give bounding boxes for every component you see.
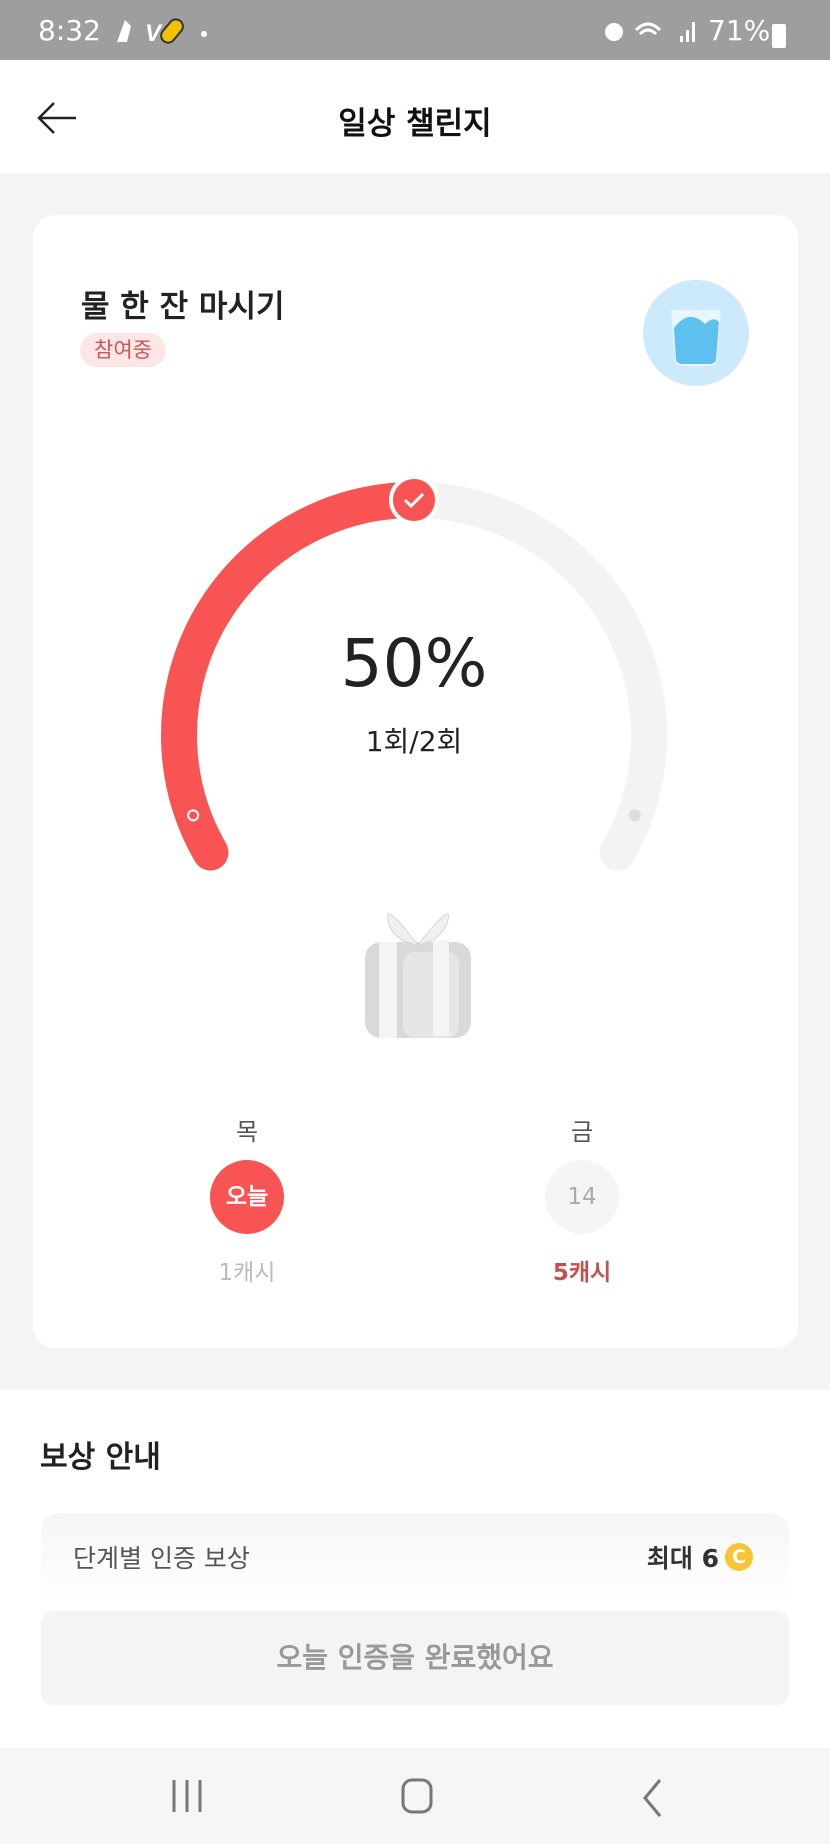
page-title: 일상 챌린지 <box>338 106 492 142</box>
alarm-icon <box>605 23 623 41</box>
recent-apps-icon[interactable] <box>170 1778 205 1814</box>
status-badge: 참여중 <box>80 333 166 367</box>
day-weekday: 금 <box>570 1118 594 1146</box>
wifi-icon <box>634 22 662 36</box>
day-reward: 5캐시 <box>552 1260 612 1286</box>
shoe-icon <box>117 20 131 42</box>
back-icon[interactable] <box>640 1778 664 1818</box>
day-weekday: 목 <box>235 1118 259 1146</box>
system-nav-bar <box>0 1748 830 1844</box>
battery-icon <box>772 24 786 48</box>
battery-percent: 71% <box>708 14 771 47</box>
reward-row: 단계별 인증 보상 최대 6 C <box>41 1513 789 1605</box>
status-time: 8:32 <box>38 14 101 47</box>
check-icon <box>389 475 439 525</box>
signal-icon <box>680 22 695 42</box>
water-glass-icon <box>643 280 749 386</box>
gauge-fill <box>161 482 432 871</box>
v-icon: V <box>145 20 163 46</box>
count-label: 1회/2회 <box>365 725 463 758</box>
gauge-end-marker <box>628 809 641 822</box>
progress-gauge <box>161 475 667 871</box>
percent-label: 50% <box>340 625 488 702</box>
header: 일상 챌린지 <box>0 60 830 173</box>
arrow-left-icon[interactable] <box>36 100 78 136</box>
reward-title: 보상 안내 <box>40 1440 161 1475</box>
status-bar: 8:32 V 71% <box>0 0 830 60</box>
challenge-card: 물 한 잔 마시기 참여중 50% 1회/2회 목 오늘 1캐시 금 14 5캐시 <box>33 215 798 1348</box>
system-icons <box>605 22 695 42</box>
day-circle[interactable]: 오늘 <box>210 1160 284 1234</box>
day-reward: 1캐시 <box>218 1260 276 1286</box>
dot-icon <box>201 31 207 37</box>
gift-icon <box>365 913 471 1038</box>
complete-button[interactable]: 오늘 인증을 완료했어요 <box>41 1611 789 1705</box>
reward-row-label: 단계별 인증 보상 <box>73 1544 250 1573</box>
reward-row-value: 최대 6 <box>646 1544 719 1573</box>
challenge-title: 물 한 잔 마시기 <box>81 289 285 325</box>
gauge-start-marker <box>187 809 200 822</box>
reward-section: 보상 안내 단계별 인증 보상 최대 6 C 오늘 인증을 완료했어요 <box>0 1390 830 1748</box>
pill-icon <box>160 18 184 44</box>
coin-icon: C <box>725 1543 753 1571</box>
day-circle[interactable]: 14 <box>545 1160 619 1234</box>
notification-icons: V <box>117 18 207 46</box>
home-icon[interactable] <box>400 1776 434 1816</box>
